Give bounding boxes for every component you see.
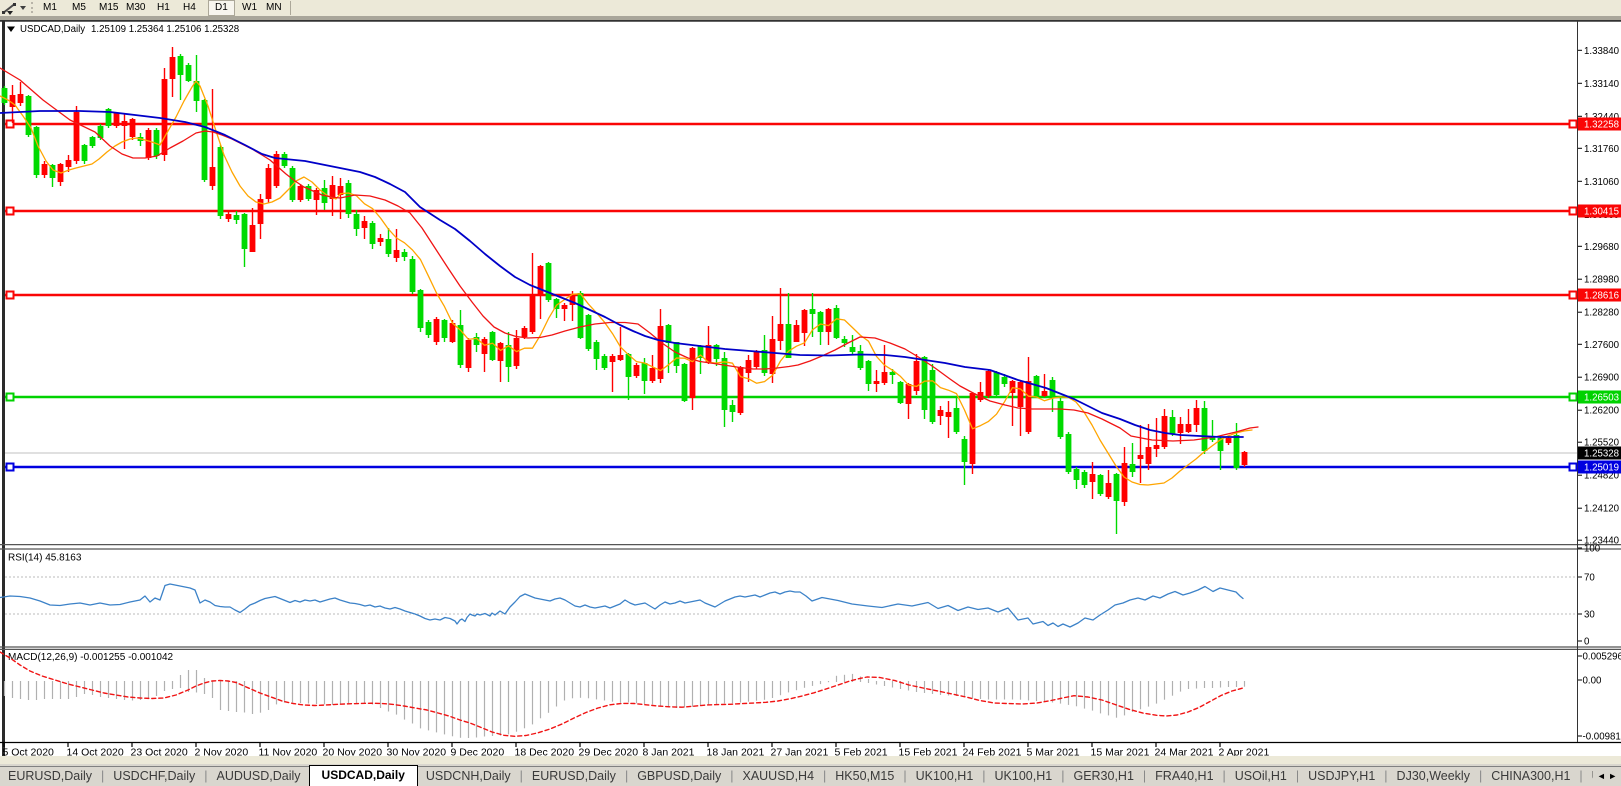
svg-text:1.24120: 1.24120 [1584, 504, 1620, 515]
svg-text:11 Nov 2020: 11 Nov 2020 [259, 747, 318, 759]
svg-text:1.32440: 1.32440 [1584, 112, 1620, 123]
svg-text:1.31060: 1.31060 [1584, 177, 1620, 188]
svg-text:15 Mar 2021: 15 Mar 2021 [1091, 747, 1150, 759]
svg-text:1.28280: 1.28280 [1584, 308, 1620, 319]
svg-text:24 Feb 2021: 24 Feb 2021 [963, 747, 1022, 759]
svg-text:14 Oct 2020: 14 Oct 2020 [67, 747, 124, 759]
svg-text:1.32258: 1.32258 [1584, 120, 1619, 131]
svg-text:1.25328: 1.25328 [1584, 449, 1619, 460]
svg-text:1.29680: 1.29680 [1584, 242, 1620, 253]
svg-text:USDCAD,Daily: USDCAD,Daily [20, 24, 85, 35]
svg-text:18 Dec 2020: 18 Dec 2020 [515, 747, 575, 759]
svg-text:2 Apr 2021: 2 Apr 2021 [1219, 747, 1270, 759]
svg-text:18 Jan 2021: 18 Jan 2021 [707, 747, 765, 759]
svg-text:0.005296: 0.005296 [1583, 652, 1621, 663]
svg-text:8 Jan 2021: 8 Jan 2021 [643, 747, 695, 759]
svg-text:1.33840: 1.33840 [1584, 46, 1620, 57]
svg-text:1.25109 1.25364 1.25106 1.2532: 1.25109 1.25364 1.25106 1.25328 [91, 24, 239, 35]
svg-text:1.26200: 1.26200 [1584, 406, 1620, 417]
svg-text:23 Oct 2020: 23 Oct 2020 [131, 747, 188, 759]
svg-text:9 Dec 2020: 9 Dec 2020 [451, 747, 505, 759]
svg-text:0.00: 0.00 [1583, 676, 1602, 687]
svg-text:1.25520: 1.25520 [1584, 438, 1620, 449]
svg-text:1.24820: 1.24820 [1584, 471, 1620, 482]
svg-text:1.26503: 1.26503 [1584, 393, 1619, 404]
svg-text:1.31760: 1.31760 [1584, 144, 1620, 155]
svg-text:30: 30 [1584, 610, 1595, 621]
svg-text:RSI(14) 45.8163: RSI(14) 45.8163 [8, 553, 82, 564]
svg-text:1.23440: 1.23440 [1584, 536, 1620, 547]
svg-text:-0.009816: -0.009816 [1583, 732, 1621, 743]
svg-text:29 Dec 2020: 29 Dec 2020 [579, 747, 639, 759]
svg-text:1.33140: 1.33140 [1584, 79, 1620, 90]
svg-text:15 Feb 2021: 15 Feb 2021 [899, 747, 958, 759]
svg-text:70: 70 [1584, 573, 1595, 584]
svg-text:20 Nov 2020: 20 Nov 2020 [323, 747, 383, 759]
svg-text:1.30415: 1.30415 [1584, 207, 1619, 218]
svg-text:27 Jan 2021: 27 Jan 2021 [771, 747, 829, 759]
svg-text:5 Feb 2021: 5 Feb 2021 [835, 747, 888, 759]
svg-text:24 Mar 2021: 24 Mar 2021 [1155, 747, 1214, 759]
svg-text:5 Oct 2020: 5 Oct 2020 [3, 747, 55, 759]
svg-text:MACD(12,26,9) -0.001255 -0.001: MACD(12,26,9) -0.001255 -0.001042 [8, 652, 174, 663]
svg-text:1.28616: 1.28616 [1584, 291, 1619, 302]
svg-text:1.27600: 1.27600 [1584, 340, 1620, 351]
svg-text:1.26900: 1.26900 [1584, 373, 1620, 384]
svg-text:1.25019: 1.25019 [1584, 463, 1619, 474]
svg-text:100: 100 [1584, 544, 1601, 555]
svg-text:0: 0 [1584, 637, 1590, 648]
svg-text:5 Mar 2021: 5 Mar 2021 [1027, 747, 1080, 759]
svg-text:2 Nov 2020: 2 Nov 2020 [195, 747, 249, 759]
svg-text:1.28980: 1.28980 [1584, 275, 1620, 286]
svg-text:30 Nov 2020: 30 Nov 2020 [387, 747, 447, 759]
